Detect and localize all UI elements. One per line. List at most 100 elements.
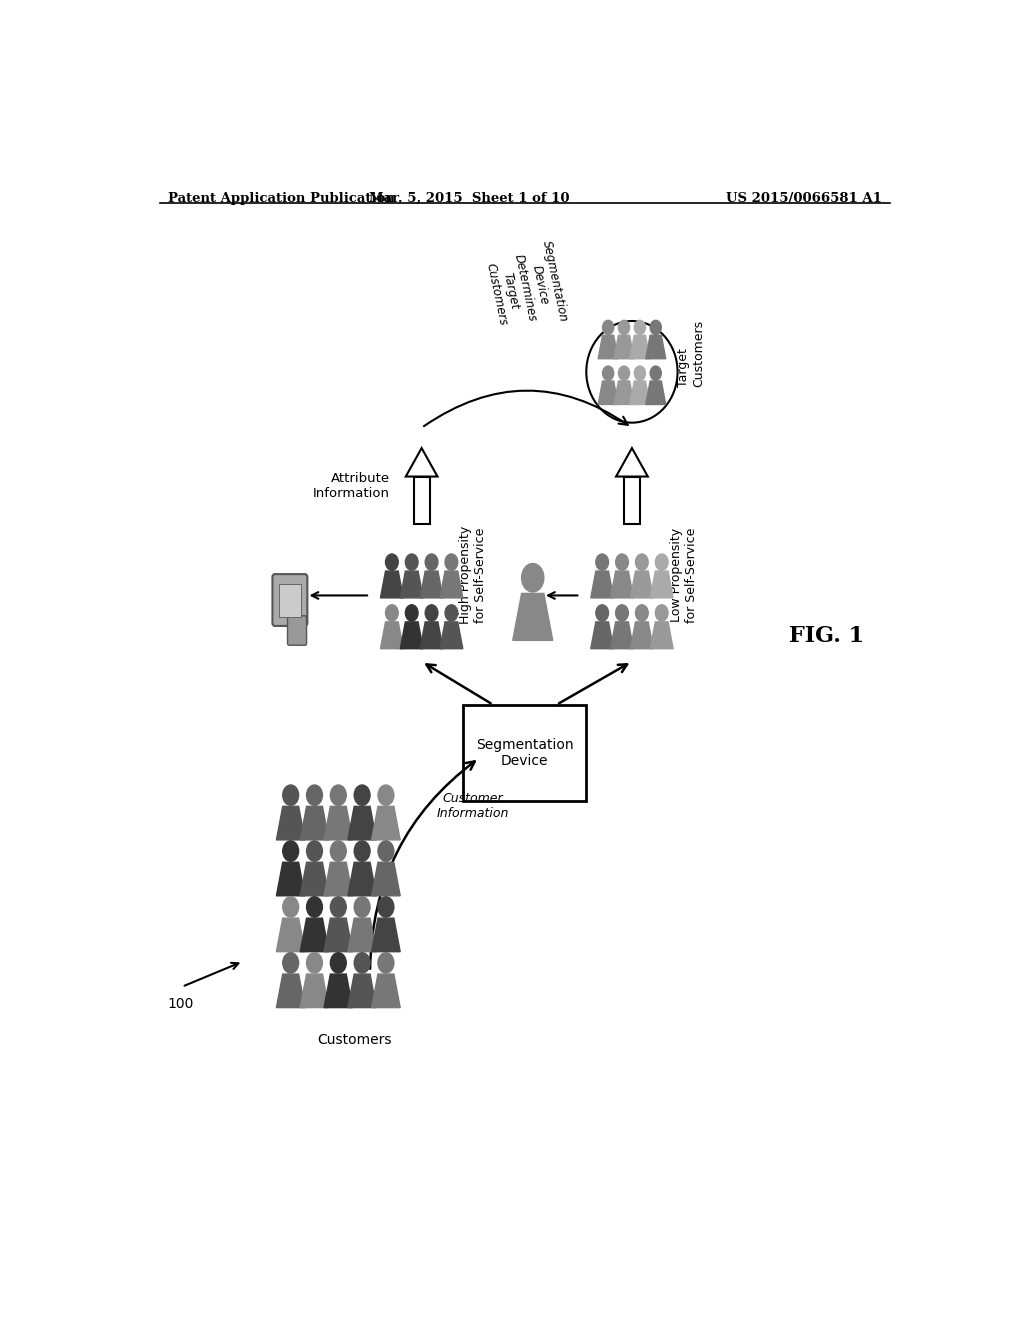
Polygon shape	[300, 919, 329, 952]
Text: 100: 100	[168, 997, 195, 1011]
Text: Patent Application Publication: Patent Application Publication	[168, 191, 394, 205]
Polygon shape	[440, 572, 463, 598]
Polygon shape	[381, 572, 403, 598]
Polygon shape	[276, 862, 305, 896]
Circle shape	[331, 896, 346, 917]
Circle shape	[354, 896, 370, 917]
Circle shape	[636, 554, 648, 570]
Circle shape	[378, 841, 394, 861]
Text: Segmentation
Device: Segmentation Device	[476, 738, 573, 768]
Circle shape	[331, 785, 346, 805]
Circle shape	[306, 953, 323, 973]
Circle shape	[615, 554, 629, 570]
Circle shape	[521, 564, 544, 591]
Circle shape	[283, 896, 299, 917]
Circle shape	[650, 321, 662, 334]
Polygon shape	[348, 974, 377, 1007]
Text: Mar. 5, 2015  Sheet 1 of 10: Mar. 5, 2015 Sheet 1 of 10	[369, 191, 569, 205]
Circle shape	[306, 896, 323, 917]
Polygon shape	[276, 974, 305, 1007]
Polygon shape	[591, 622, 613, 648]
Polygon shape	[646, 381, 666, 404]
Text: FIG. 1: FIG. 1	[788, 626, 864, 647]
Polygon shape	[610, 622, 634, 648]
Polygon shape	[630, 335, 650, 359]
Circle shape	[406, 605, 418, 622]
FancyBboxPatch shape	[624, 477, 640, 524]
Circle shape	[634, 366, 645, 380]
Circle shape	[378, 785, 394, 805]
Circle shape	[378, 896, 394, 917]
Circle shape	[596, 605, 608, 622]
Circle shape	[650, 366, 662, 380]
FancyBboxPatch shape	[414, 477, 430, 524]
Text: Customers: Customers	[316, 1032, 391, 1047]
Polygon shape	[372, 862, 400, 896]
Circle shape	[655, 554, 668, 570]
Polygon shape	[324, 862, 352, 896]
Circle shape	[306, 785, 323, 805]
Polygon shape	[440, 622, 463, 648]
Circle shape	[602, 366, 613, 380]
Circle shape	[618, 321, 630, 334]
Circle shape	[331, 953, 346, 973]
FancyBboxPatch shape	[463, 705, 587, 801]
Polygon shape	[610, 572, 634, 598]
Polygon shape	[630, 381, 650, 404]
Polygon shape	[591, 572, 613, 598]
Circle shape	[596, 554, 608, 570]
Circle shape	[425, 605, 438, 622]
Circle shape	[445, 605, 458, 622]
Polygon shape	[324, 807, 352, 840]
Text: Customer
Information: Customer Information	[437, 792, 509, 820]
Circle shape	[306, 841, 323, 861]
Text: US 2015/0066581 A1: US 2015/0066581 A1	[726, 191, 882, 205]
Polygon shape	[400, 622, 423, 648]
FancyBboxPatch shape	[288, 616, 306, 645]
Polygon shape	[650, 572, 673, 598]
Circle shape	[283, 785, 299, 805]
Polygon shape	[598, 335, 618, 359]
Polygon shape	[348, 807, 377, 840]
Circle shape	[425, 554, 438, 570]
Polygon shape	[420, 572, 443, 598]
Circle shape	[331, 841, 346, 861]
Polygon shape	[348, 919, 377, 952]
Polygon shape	[598, 381, 618, 404]
Text: Attribute
Information: Attribute Information	[313, 473, 390, 500]
Polygon shape	[276, 919, 305, 952]
Circle shape	[618, 366, 630, 380]
Polygon shape	[406, 447, 437, 477]
Text: Segmentation
Device
Determines
Target
Customers: Segmentation Device Determines Target Cu…	[481, 240, 569, 337]
Polygon shape	[372, 974, 400, 1007]
Circle shape	[615, 605, 629, 622]
Polygon shape	[631, 622, 653, 648]
Circle shape	[445, 554, 458, 570]
Polygon shape	[372, 807, 400, 840]
Polygon shape	[631, 572, 653, 598]
Polygon shape	[614, 335, 634, 359]
Circle shape	[406, 554, 418, 570]
Polygon shape	[276, 807, 305, 840]
Polygon shape	[616, 447, 648, 477]
FancyBboxPatch shape	[272, 574, 307, 626]
Circle shape	[385, 605, 398, 622]
Circle shape	[385, 554, 398, 570]
Text: Target
Customers: Target Customers	[678, 319, 706, 387]
Polygon shape	[300, 807, 329, 840]
Polygon shape	[614, 381, 634, 404]
Circle shape	[636, 605, 648, 622]
Circle shape	[354, 841, 370, 861]
Circle shape	[655, 605, 668, 622]
Polygon shape	[324, 974, 352, 1007]
Polygon shape	[381, 622, 403, 648]
Polygon shape	[300, 974, 329, 1007]
Text: High Propensity
for Self-Service: High Propensity for Self-Service	[459, 525, 487, 624]
Circle shape	[378, 953, 394, 973]
Polygon shape	[324, 919, 352, 952]
Polygon shape	[300, 862, 329, 896]
Polygon shape	[400, 572, 423, 598]
Polygon shape	[420, 622, 443, 648]
Polygon shape	[650, 622, 673, 648]
Circle shape	[283, 841, 299, 861]
